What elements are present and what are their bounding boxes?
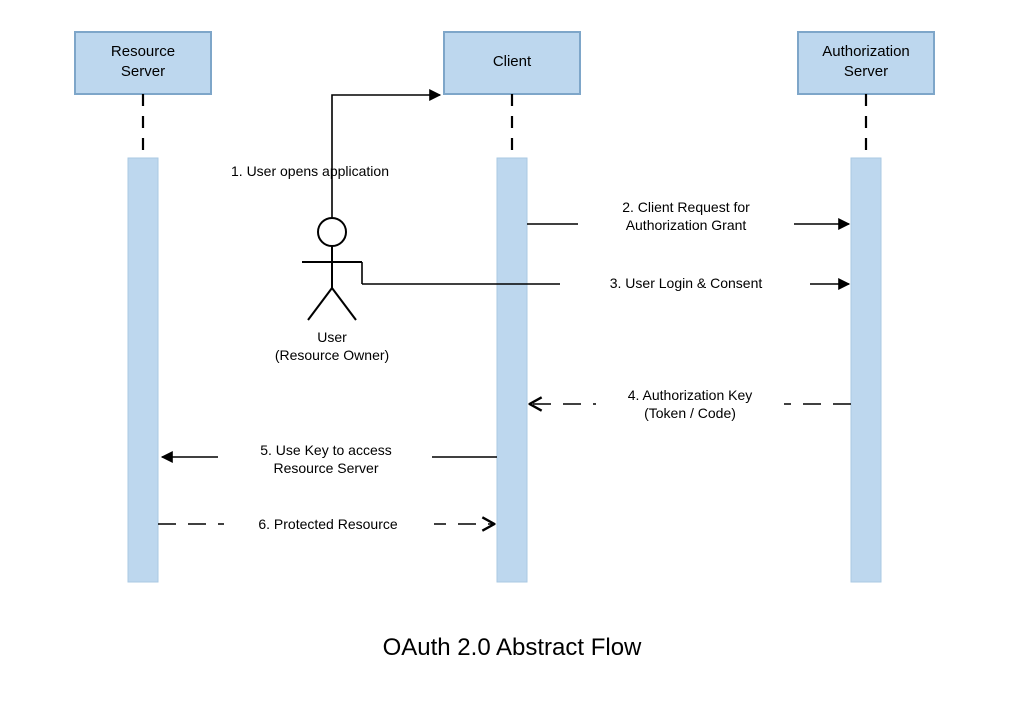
actor-label: (Resource Owner) [275,347,389,363]
message-label: Resource Server [273,460,378,476]
message-label: 4. Authorization Key [628,387,753,403]
activation-bar [497,158,527,582]
message-label: Authorization Grant [626,217,747,233]
participant-label: Resource [111,43,175,60]
participant-resource-server: Resource Server [75,32,211,582]
participant-client: Client [444,32,580,582]
participant-label: Server [121,63,165,80]
actor-label: User [317,329,347,345]
message-label: 3. User Login & Consent [610,275,763,291]
diagram-title: OAuth 2.0 Abstract Flow [383,634,642,661]
participant-label: Client [493,53,532,70]
message-6: 6. Protected Resource [158,513,493,535]
participant-label: Authorization [822,43,910,60]
activation-bar [851,158,881,582]
message-label: 5. Use Key to access [260,442,392,458]
message-5: 5. Use Key to access Resource Server [162,440,497,478]
message-3: 3. User Login & Consent [362,262,849,294]
message-1: 1. User opens application [231,95,440,218]
message-label: 1. User opens application [231,163,389,179]
participant-authorization-server: Authorization Server [798,32,934,582]
message-4: 4. Authorization Key (Token / Code) [531,385,851,423]
activation-bar [128,158,158,582]
message-label: 2. Client Request for [622,199,750,215]
sequence-diagram: Resource Server Client Authorization Ser… [0,0,1025,705]
actor-user: User (Resource Owner) [275,218,389,363]
participant-label: Server [844,63,888,80]
message-label: 6. Protected Resource [258,516,398,532]
message-label: (Token / Code) [644,405,736,421]
message-2: 2. Client Request for Authorization Gran… [527,196,849,234]
